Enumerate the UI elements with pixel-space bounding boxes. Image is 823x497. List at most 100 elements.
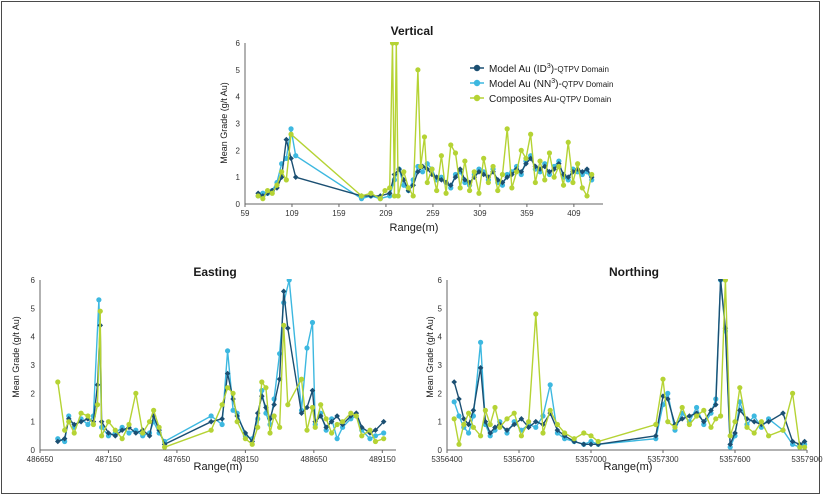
data-point [751, 418, 757, 425]
data-point [672, 421, 678, 428]
data-point [312, 424, 318, 430]
data-point [386, 190, 393, 197]
data-point [801, 438, 808, 445]
legend-label-composites: Composites Au-QTPV Domain [489, 94, 611, 105]
data-point [230, 407, 236, 413]
x-tick-label: 109 [285, 209, 299, 218]
data-point [304, 345, 310, 351]
data-point [112, 427, 118, 433]
y-tick-label: 2 [236, 146, 241, 155]
data-point [329, 430, 335, 436]
data-point [234, 413, 240, 419]
data-point [66, 419, 72, 425]
legend-swatch-marker [473, 94, 481, 102]
x-tick-label: 488650 [300, 455, 327, 464]
data-point [288, 131, 294, 137]
data-point [718, 413, 724, 419]
data-point [372, 427, 379, 433]
data-point [401, 169, 407, 175]
data-point [405, 185, 412, 191]
data-point [415, 67, 421, 73]
data-point [471, 169, 477, 175]
data-point [85, 421, 91, 428]
data-point [575, 161, 581, 167]
data-point [424, 179, 430, 186]
data-point [511, 410, 517, 416]
data-point [547, 407, 553, 413]
data-point [541, 163, 548, 170]
data-point [278, 174, 285, 180]
data-point [665, 396, 671, 402]
data-point [126, 430, 132, 436]
data-point [242, 436, 248, 442]
data-point [478, 339, 484, 345]
data-point [146, 419, 153, 425]
data-point [208, 413, 214, 419]
x-tick-label: 5357900 [791, 455, 823, 464]
y-tick-label: 1 [31, 418, 36, 427]
y-tick-label: 5 [438, 304, 443, 313]
data-point [727, 433, 733, 439]
data-point [511, 421, 517, 428]
legend-swatch-marker [473, 64, 481, 72]
data-point [551, 174, 557, 180]
data-point [660, 393, 666, 399]
data-point [438, 177, 445, 183]
data-point [419, 169, 426, 175]
data-point [504, 416, 510, 422]
data-point [78, 410, 84, 416]
data-point [277, 424, 283, 430]
data-point [94, 402, 101, 408]
data-point [372, 438, 379, 445]
series-line-model_nn3 [57, 279, 384, 443]
data-point [367, 427, 373, 433]
chart-northing: Northing Range(m) Mean Grade (g/t Au) 0 1… [425, 265, 823, 473]
data-point [323, 424, 329, 431]
data-point [533, 418, 539, 425]
data-point [283, 136, 290, 143]
y-tick-label: 5 [31, 304, 36, 313]
data-point [274, 182, 280, 188]
data-point [758, 419, 765, 425]
data-point [537, 158, 543, 164]
data-point [790, 441, 796, 447]
legend-label-model-nn3: Model Au (NN3)-QTPV Domain [489, 78, 613, 90]
data-point [97, 308, 103, 314]
x-tick-label: 486650 [27, 455, 54, 464]
data-point [532, 179, 538, 186]
data-point [90, 421, 96, 428]
data-point [461, 416, 467, 422]
data-point [429, 166, 435, 172]
data-point [234, 419, 240, 425]
x-tick-label: 5356700 [503, 455, 535, 464]
data-point [85, 416, 91, 422]
data-point [713, 401, 719, 408]
data-point [424, 166, 431, 172]
data-point [686, 413, 693, 419]
x-tick-label: 59 [241, 209, 250, 218]
data-point [133, 390, 139, 396]
data-point [497, 424, 503, 430]
data-point [504, 126, 510, 132]
data-point [260, 193, 266, 199]
legend-item-model-id3: Model Au (ID3)-QTPV Domain [470, 63, 609, 75]
data-point [789, 438, 796, 445]
data-point [99, 433, 105, 439]
data-point [653, 433, 659, 439]
data-point [353, 413, 359, 419]
data-point [490, 169, 496, 175]
data-point [304, 427, 310, 433]
data-point [518, 147, 524, 153]
data-point [518, 433, 525, 439]
chart-title-vertical: Vertical [391, 24, 434, 38]
data-point [263, 385, 269, 391]
legend-item-model-nn3: Model Au (NN3)-QTPV Domain [470, 78, 613, 90]
data-point [381, 430, 387, 436]
series-line-composites [57, 311, 384, 449]
data-point [584, 166, 590, 172]
data-point [518, 169, 525, 175]
data-point [461, 421, 467, 428]
data-point [533, 311, 539, 317]
data-point [727, 441, 733, 448]
data-point [588, 441, 594, 448]
